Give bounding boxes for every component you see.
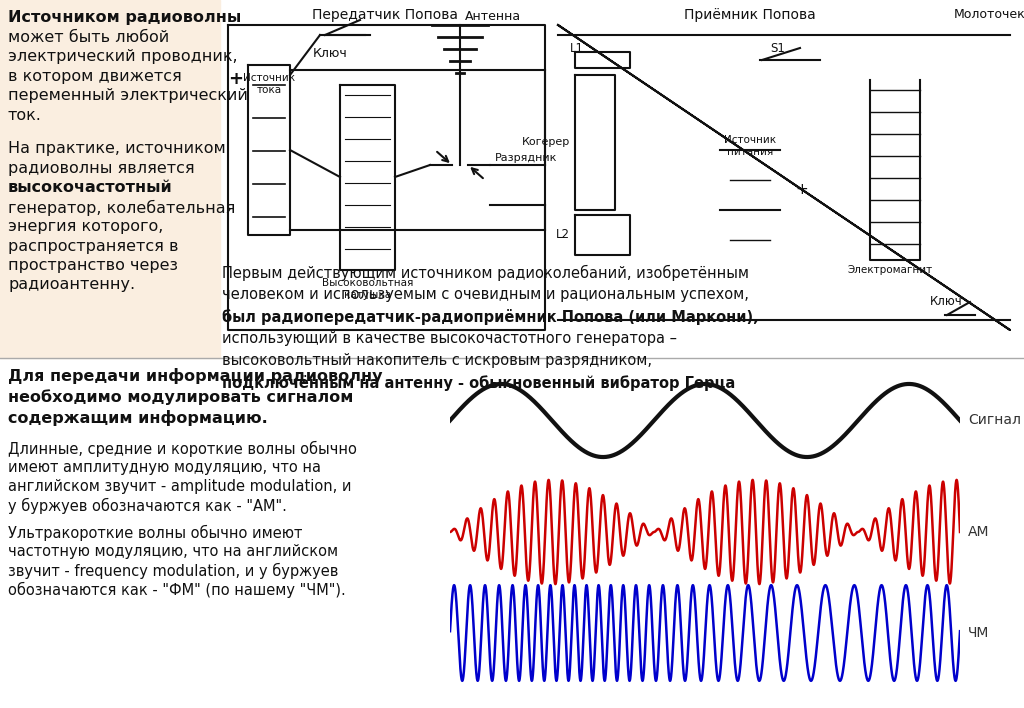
Text: радиоантенну.: радиоантенну.: [8, 278, 135, 292]
Text: Разрядник: Разрядник: [495, 153, 557, 163]
Text: генератор, колебательная: генератор, колебательная: [8, 200, 236, 216]
Text: высоковольтный накопитель с искровым разрядником,: высоковольтный накопитель с искровым раз…: [222, 353, 652, 368]
Text: ЧМ: ЧМ: [968, 626, 989, 640]
Text: S1: S1: [770, 42, 784, 55]
Text: Источником радиоволны: Источником радиоволны: [8, 10, 242, 25]
Text: радиоволны является: радиоволны является: [8, 161, 195, 176]
Text: +: +: [228, 70, 244, 88]
Text: питания: питания: [727, 147, 773, 157]
Text: Когерер: Когерер: [522, 137, 570, 147]
Text: Молоточек: Молоточек: [954, 8, 1024, 21]
Text: На практике, источником: На практике, источником: [8, 141, 225, 156]
Text: электрический проводник,: электрический проводник,: [8, 49, 238, 64]
Text: Ключ: Ключ: [312, 47, 347, 60]
Text: распространяется в: распространяется в: [8, 239, 178, 253]
Bar: [0, 0, 220, 358]
Text: Первым действующим источником радиоколебаний, изобретённым: Первым действующим источником радиоколеб…: [222, 265, 749, 281]
Text: Источник: Источник: [724, 135, 776, 145]
Text: Сигнал: Сигнал: [968, 413, 1021, 427]
Text: Высоковольтная: Высоковольтная: [322, 278, 414, 288]
Text: частотную модуляцию, что на английском: частотную модуляцию, что на английском: [8, 544, 338, 559]
Text: обозначаются как - "ФМ" (по нашему "ЧМ").: обозначаются как - "ФМ" (по нашему "ЧМ")…: [8, 582, 346, 598]
Text: Электромагнит: Электромагнит: [848, 265, 933, 275]
Text: подключённым на антенну - обыкновенный вибратор Герца: подключённым на антенну - обыкновенный в…: [222, 375, 735, 391]
Text: английском звучит - amplitude modulation, и: английском звучит - amplitude modulation…: [8, 479, 351, 494]
Text: использующий в качестве высокочастотного генератора –: использующий в качестве высокочастотного…: [222, 331, 677, 346]
Text: катушка: катушка: [344, 290, 391, 300]
Text: Ультракороткие волны обычно имеют: Ультракороткие волны обычно имеют: [8, 525, 302, 541]
Text: у буржуев обозначаются как - "АМ".: у буржуев обозначаются как - "АМ".: [8, 498, 287, 514]
Text: энергия которого,: энергия которого,: [8, 219, 164, 234]
Text: необходимо модулировать сигналом: необходимо модулировать сигналом: [8, 389, 353, 405]
Text: Для передачи информации радиоволну: Для передачи информации радиоволну: [8, 368, 383, 384]
Text: человеком и используемым с очевидным и рациональным успехом,: человеком и используемым с очевидным и р…: [222, 287, 749, 302]
Text: Приёмник Попова: Приёмник Попова: [684, 8, 816, 22]
Text: высокочастотный: высокочастотный: [8, 180, 173, 195]
Text: в котором движется: в котором движется: [8, 69, 181, 84]
Text: переменный электрический: переменный электрический: [8, 88, 248, 103]
Text: Ключ: Ключ: [930, 295, 963, 308]
Text: Передатчик Попова: Передатчик Попова: [312, 8, 458, 22]
Text: тока: тока: [256, 85, 282, 95]
Text: L2: L2: [556, 229, 570, 241]
Text: Антенна: Антенна: [465, 10, 521, 23]
Text: пространство через: пространство через: [8, 258, 178, 273]
Text: L1: L1: [570, 42, 584, 55]
Text: Источник: Источник: [243, 73, 295, 83]
Text: содержащим информацию.: содержащим информацию.: [8, 410, 267, 426]
Text: АМ: АМ: [968, 525, 989, 539]
Text: имеют амплитудную модуляцию, что на: имеют амплитудную модуляцию, что на: [8, 460, 321, 475]
Text: может быть любой: может быть любой: [8, 30, 169, 45]
Text: Длинные, средние и короткие волны обычно: Длинные, средние и короткие волны обычно: [8, 441, 357, 457]
Text: ток.: ток.: [8, 108, 42, 122]
Text: +: +: [795, 183, 808, 198]
Text: был радиопередатчик-радиоприёмник Попова (или Маркони),: был радиопередатчик-радиоприёмник Попова…: [222, 309, 759, 325]
Text: звучит - frequency modulation, и у буржуев: звучит - frequency modulation, и у буржу…: [8, 563, 338, 579]
